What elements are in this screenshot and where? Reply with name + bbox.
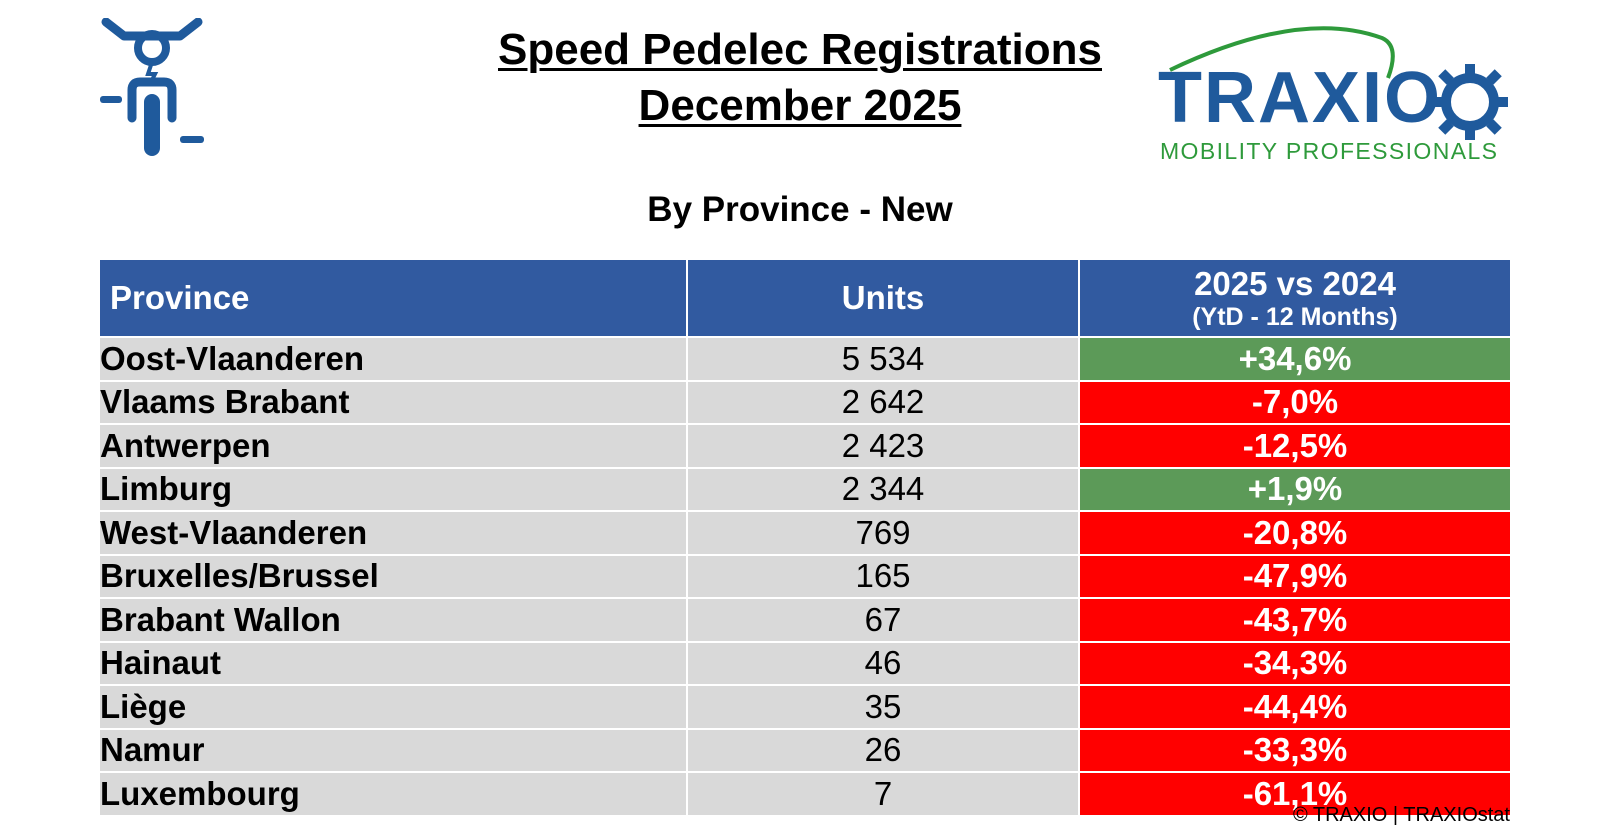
table-row: Oost-Vlaanderen 5 534 +34,6%	[98, 336, 1512, 382]
units-cell: 46	[686, 640, 1080, 686]
change-cell: -12,5%	[1078, 423, 1512, 469]
table-row: Brabant Wallon 67 -43,7%	[98, 597, 1512, 643]
table-subtitle: By Province - New	[647, 190, 953, 229]
units-cell: 769	[686, 510, 1080, 556]
units-cell: 67	[686, 597, 1080, 643]
change-cell: +34,6%	[1078, 336, 1512, 382]
table-row: Liège 35 -44,4%	[98, 684, 1512, 730]
title-line-2: December 2025	[638, 81, 962, 130]
units-cell: 7	[686, 771, 1080, 817]
table-header-row: Province Units 2025 vs 2024 (YtD - 12 Mo…	[98, 258, 1512, 338]
table-row: West-Vlaanderen 769 -20,8%	[98, 510, 1512, 556]
speed-pedelec-rider-icon	[100, 18, 204, 156]
column-header-province: Province	[98, 258, 688, 338]
change-cell: -7,0%	[1078, 379, 1512, 425]
change-cell: -20,8%	[1078, 510, 1512, 556]
change-cell: -44,4%	[1078, 684, 1512, 730]
column-header-units: Units	[686, 258, 1080, 338]
table-body: Oost-Vlaanderen 5 534 +34,6% Vlaams Brabant…	[98, 336, 1512, 817]
units-cell: 26	[686, 727, 1080, 773]
brand-tagline: MOBILITY PROFESSIONALS	[1160, 138, 1499, 164]
column-header-change: 2025 vs 2024 (YtD - 12 Months)	[1078, 258, 1512, 338]
table-row: Luxembourg 7 -61,1%	[98, 771, 1512, 817]
brand-name: TRAXIO	[1158, 58, 1443, 138]
units-cell: 165	[686, 553, 1080, 599]
province-cell: West-Vlaanderen	[98, 510, 688, 556]
units-cell: 35	[686, 684, 1080, 730]
province-cell: Hainaut	[98, 640, 688, 686]
province-cell: Namur	[98, 727, 688, 773]
change-cell: -61,1%	[1078, 771, 1512, 817]
province-cell: Antwerpen	[98, 423, 688, 469]
units-cell: 2 642	[686, 379, 1080, 425]
units-cell: 5 534	[686, 336, 1080, 382]
province-cell: Liège	[98, 684, 688, 730]
change-cell: -43,7%	[1078, 597, 1512, 643]
province-cell: Bruxelles/Brussel	[98, 553, 688, 599]
change-cell: -47,9%	[1078, 553, 1512, 599]
source-credit: © TRAXIO | TRAXIOstat	[1292, 804, 1510, 826]
table-row: Bruxelles/Brussel 165 -47,9%	[98, 553, 1512, 599]
title-line-1: Speed Pedelec Registrations	[498, 25, 1102, 74]
table-row: Hainaut 46 -34,3%	[98, 640, 1512, 686]
province-table: Province Units 2025 vs 2024 (YtD - 12 Mo…	[98, 258, 1512, 817]
gear-icon	[1432, 64, 1508, 140]
page-title: Speed Pedelec Registrations December 202…	[440, 22, 1160, 134]
units-cell: 2 423	[686, 423, 1080, 469]
province-cell: Luxembourg	[98, 771, 688, 817]
column-header-change-main: 2025 vs 2024	[1194, 265, 1396, 302]
table-row: Limburg 2 344 +1,9%	[98, 466, 1512, 512]
brand-swoosh-icon	[1169, 26, 1395, 79]
table-row: Vlaams Brabant 2 642 -7,0%	[98, 379, 1512, 425]
province-cell: Oost-Vlaanderen	[98, 336, 688, 382]
change-cell: -33,3%	[1078, 727, 1512, 773]
province-cell: Brabant Wallon	[98, 597, 688, 643]
table-row: Antwerpen 2 423 -12,5%	[98, 423, 1512, 469]
change-cell: -34,3%	[1078, 640, 1512, 686]
province-cell: Vlaams Brabant	[98, 379, 688, 425]
traxio-logo: TRAXIO MOBILITY PROFESSIONALS	[1150, 18, 1510, 168]
table-row: Namur 26 -33,3%	[98, 727, 1512, 773]
column-header-change-sub: (YtD - 12 Months)	[1192, 303, 1398, 331]
province-cell: Limburg	[98, 466, 688, 512]
change-cell: +1,9%	[1078, 466, 1512, 512]
units-cell: 2 344	[686, 466, 1080, 512]
